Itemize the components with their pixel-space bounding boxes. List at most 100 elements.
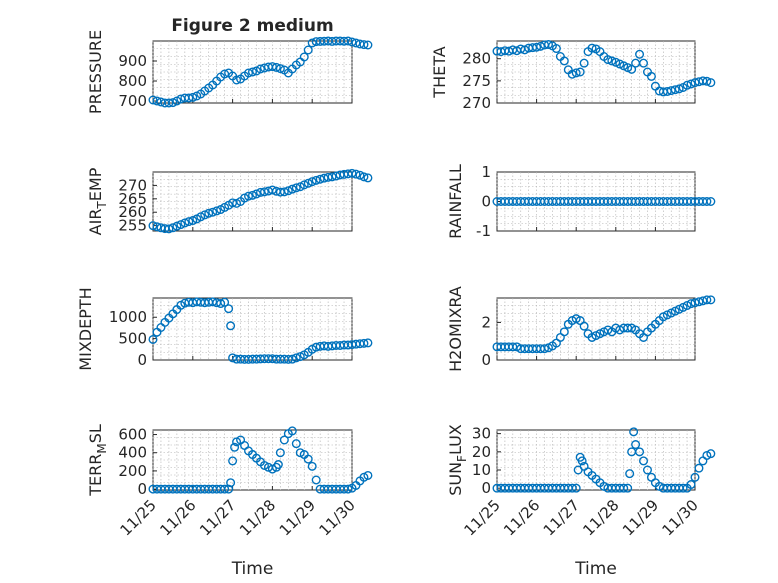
data-point: [625, 469, 635, 479]
y-tick-label: 200: [118, 462, 147, 480]
data-point: [148, 221, 158, 231]
data-point: [273, 460, 283, 470]
data-point: [164, 224, 174, 234]
data-point: [686, 480, 696, 490]
data-point: [706, 78, 716, 88]
data-point: [315, 174, 325, 184]
data-point: [168, 98, 178, 108]
y-tick-label: 265: [118, 190, 147, 208]
data-point: [670, 85, 680, 95]
data-point: [287, 426, 297, 436]
data-point: [283, 186, 293, 196]
data-point: [212, 206, 222, 216]
data-point: [351, 169, 361, 179]
data-series: [148, 168, 373, 234]
data-point: [226, 321, 236, 331]
data-point: [629, 427, 639, 437]
y-axis-label: TERRMSL: [86, 424, 109, 497]
data-point: [275, 448, 285, 458]
data-point: [706, 196, 716, 206]
data-point: [343, 484, 353, 494]
y-axis-label: H2OMIXRA: [446, 286, 465, 372]
data-point: [188, 92, 198, 102]
data-series: [492, 196, 716, 206]
y-tick-label: 1000: [109, 308, 147, 326]
data-point: [220, 484, 230, 494]
data-point: [184, 217, 194, 227]
data-series: [492, 427, 716, 493]
data-point: [363, 173, 373, 183]
data-series: [492, 295, 716, 354]
data-point: [307, 461, 317, 471]
data-point: [694, 297, 704, 307]
data-series: [148, 426, 373, 494]
y-tick-label: 400: [118, 444, 147, 462]
data-point: [363, 40, 373, 50]
data-point: [287, 354, 297, 364]
subplot-5: 0 500 1000 MIXDEPTH: [76, 287, 373, 371]
data-series: [492, 40, 716, 97]
y-tick-label: 270: [118, 176, 147, 194]
y-tick-label: 275: [462, 72, 491, 90]
y-axis-label: THETA: [430, 46, 449, 98]
data-point: [551, 44, 561, 54]
data-point: [307, 177, 317, 187]
data-point: [303, 45, 313, 55]
data-point: [702, 295, 712, 305]
data-point: [571, 68, 581, 78]
y-axis-label: PRESSURE: [86, 30, 105, 114]
y-axis-label: SUNFLUX: [446, 424, 469, 496]
data-point: [176, 220, 186, 230]
y-tick-label: 800: [118, 72, 147, 90]
data-point: [291, 353, 301, 363]
subplot-1: 700 800 900 PRESSURE Figure 2 medium: [86, 16, 373, 114]
data-point: [359, 338, 369, 348]
data-point: [347, 37, 357, 47]
data-point: [224, 304, 234, 314]
data-point: [220, 69, 230, 79]
y-tick-label: -1: [476, 222, 491, 240]
data-point: [291, 183, 301, 193]
data-point: [559, 56, 569, 66]
data-point: [363, 470, 373, 480]
grid-lines: [496, 41, 696, 103]
data-point: [226, 478, 236, 488]
data-point: [148, 95, 158, 105]
data-point: [232, 75, 242, 85]
data-point: [327, 172, 337, 182]
data-point: [702, 76, 712, 86]
data-point: [275, 64, 285, 74]
subplot-6: 0 2 H2OMIXRA: [446, 286, 716, 372]
data-point: [311, 475, 321, 485]
data-point: [247, 190, 257, 200]
data-point: [255, 64, 265, 74]
data-point: [152, 222, 162, 232]
subplot-2: 270 275 280 THETA: [430, 40, 716, 112]
data-point: [686, 299, 696, 309]
data-point: [682, 80, 692, 90]
data-point: [279, 187, 289, 197]
data-point: [575, 67, 585, 77]
data-point: [152, 96, 162, 106]
y-tick-label: 0: [481, 351, 491, 369]
y-tick-label: 600: [118, 426, 147, 444]
data-point: [607, 56, 617, 66]
y-axis-label: AIRTEMP: [86, 167, 109, 235]
data-point: [567, 483, 577, 493]
data-point: [631, 440, 641, 450]
data-point: [244, 68, 254, 78]
data-point: [686, 79, 696, 89]
data-point: [706, 449, 716, 459]
data-point: [303, 178, 313, 188]
data-point: [303, 454, 313, 464]
data-point: [184, 93, 194, 103]
x-axis-label: Time: [574, 559, 617, 579]
data-point: [291, 439, 301, 449]
y-tick-label: 2: [481, 313, 491, 331]
data-point: [180, 218, 190, 228]
data-point: [690, 472, 700, 482]
data-point: [343, 36, 353, 46]
data-point: [355, 170, 365, 180]
